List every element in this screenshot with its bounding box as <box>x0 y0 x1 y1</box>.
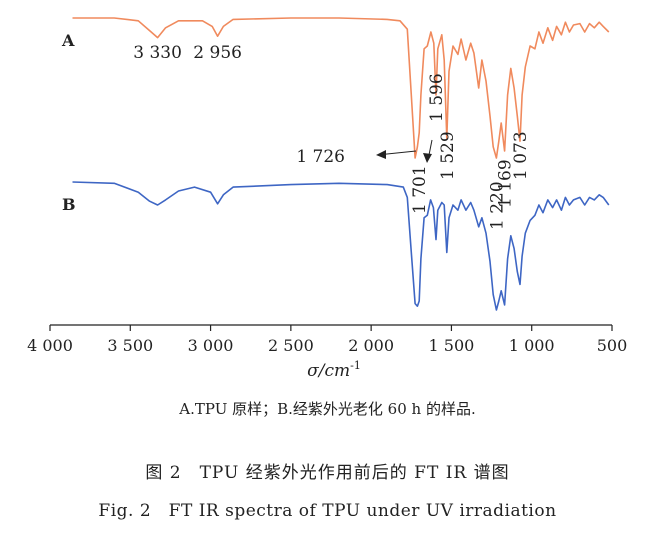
arrow-head-icon <box>423 153 432 163</box>
x-tick-label: 3 000 <box>188 336 234 355</box>
peak-label: 1 169 <box>496 159 516 208</box>
spectra-layer: AB <box>61 17 610 311</box>
x-tick-label: 500 <box>597 336 628 355</box>
x-tick-label: 3 500 <box>107 336 153 355</box>
peak-label: 1 529 <box>438 131 458 180</box>
x-axis-title: σ/cm-1 <box>307 359 361 381</box>
spectrum-line-a <box>72 17 610 159</box>
x-axis: 4 000 3 500 3 000 2 500 2 000 1 500 1 000 500 σ… <box>27 324 627 381</box>
peak-label: 3 330 <box>133 43 182 63</box>
spectrum-line-b <box>72 181 610 311</box>
sample-legend-caption: A.TPU 原样；B.经紫外光老化 60 h 的样品. <box>179 400 476 418</box>
peak-label: 1 073 <box>511 131 531 180</box>
x-tick-label: 1 000 <box>509 336 555 355</box>
figure-caption-english: Fig. 2 FT IR spectra of TPU under UV irr… <box>98 501 557 521</box>
x-axis-ticks: 4 000 3 500 3 000 2 500 2 000 1 500 1 000 500 <box>27 325 627 355</box>
x-tick-label: 4 000 <box>27 336 73 355</box>
series-label-b: B <box>62 195 76 214</box>
peak-label: 1 596 <box>427 73 447 122</box>
x-tick-label: 1 500 <box>429 336 475 355</box>
arrow-head-icon <box>376 150 386 159</box>
peak-label: 2 956 <box>193 43 242 63</box>
x-tick-label: 2 500 <box>268 336 314 355</box>
peak-label: 1 726 <box>296 147 345 167</box>
series-label-a: A <box>61 31 75 50</box>
peak-label: 1 701 <box>410 165 430 214</box>
figure-caption-chinese: 图 2 TPU 经紫外光作用前后的 FT IR 谱图 <box>145 463 510 483</box>
x-tick-label: 2 000 <box>348 336 394 355</box>
peak-label: 1 220 <box>487 181 507 230</box>
